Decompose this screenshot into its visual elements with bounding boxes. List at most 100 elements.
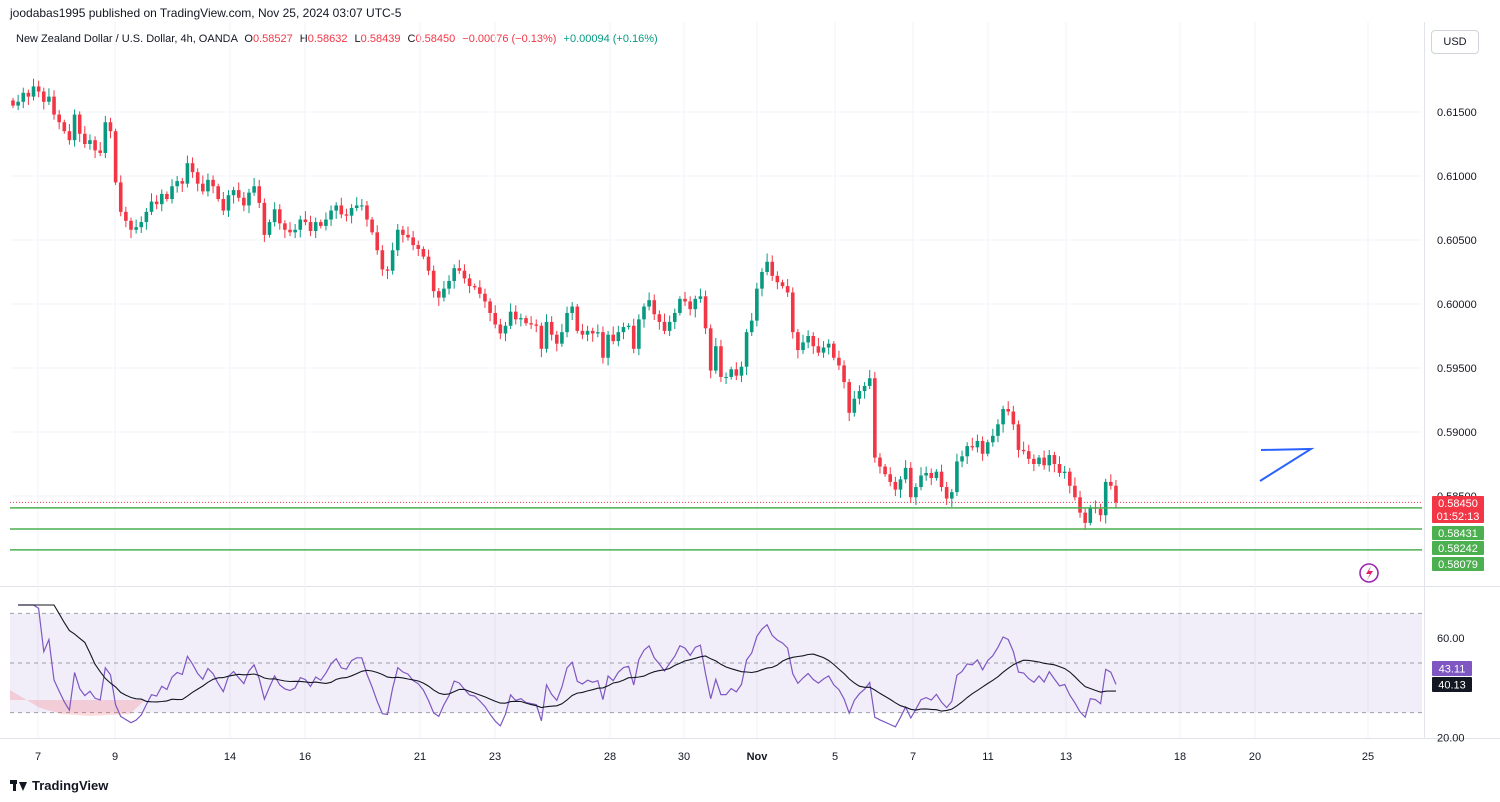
price-badge-label: 01:52:13 [1437,511,1480,523]
candle-body [385,269,390,271]
candle-body [242,197,246,206]
candle-body [380,250,385,270]
footer-brand[interactable]: TradingView [10,778,108,793]
candle-body [118,182,123,212]
candle-body [698,296,703,299]
price-tick-label: 0.60500 [1437,235,1477,247]
candle-body [195,172,200,184]
candle-body [924,472,928,476]
candle-body [544,321,549,349]
candle-body [842,365,846,383]
candle-body [360,205,364,207]
candle-body [955,461,959,493]
candle-body [790,292,795,333]
candle-body [206,179,210,192]
close-value: 0.58450 [415,33,456,45]
candle-body [637,319,641,349]
candle-body [688,301,692,310]
candle-body [960,456,964,462]
candle-body [888,474,893,482]
candle-body [857,391,862,399]
candle-body [908,467,913,498]
candle-body [334,205,338,211]
candle-body [190,163,195,173]
candle-body [344,214,349,216]
candle-body [144,211,149,223]
time-tick-label: 21 [414,751,426,763]
candle-body [308,222,313,232]
candle-body [626,325,631,328]
candle-body [1047,455,1052,466]
lightning-icon[interactable] [1359,563,1379,583]
price-badge-label: 0.58450 [1438,498,1478,510]
candle-body [1001,408,1005,425]
time-tick-label: 16 [299,751,311,763]
candle-body [488,301,492,313]
candle-body [821,347,826,353]
candle-body [755,288,759,321]
candle-body [565,312,569,333]
price-badge [1432,557,1484,571]
candle-body [47,96,51,102]
candle-body [991,435,995,443]
price-badge [1432,541,1484,555]
rsi-tick-label: 60.00 [1437,633,1465,645]
candle-body [416,245,421,249]
candle-body [329,210,333,220]
time-axis[interactable]: 7 9 14 16 21 23 28 30 Nov 5 7 11 13 18 20 25 [35,751,1374,763]
candle-body [1109,481,1113,486]
candle-body [1057,464,1062,473]
candle-body [272,209,277,223]
candle-body [401,229,405,235]
time-tick-label: 5 [832,751,838,763]
rsi-line [18,604,1117,728]
candle-body [744,332,749,367]
candle-body [498,324,503,334]
high-label: H [299,33,308,45]
candle-body [185,163,190,184]
candle-body [375,232,380,251]
candle-body [26,92,31,97]
low-label: L [354,33,361,45]
price-badge-label: 0.58079 [1438,559,1478,571]
candle-body [277,209,282,224]
candle-body [216,186,220,200]
currency-button[interactable]: USD [1431,30,1479,54]
candle-body [390,250,395,271]
candle-body [667,321,672,331]
candle-body [211,179,215,187]
candle-body [57,114,61,123]
candle-body [493,312,498,325]
candle-body [231,190,236,196]
candle-body [457,268,462,271]
candle-body [606,334,610,358]
candle-body [780,282,785,287]
time-tick-label: 20 [1249,751,1261,763]
price-axis[interactable]: 0.61500 0.61000 0.60500 0.60000 0.59500 0.590… [1437,107,1477,503]
pane-separator[interactable] [0,586,1500,587]
candle-body [1103,481,1108,516]
candle-body [554,334,559,344]
rsi-lines [10,604,1117,728]
candle-body [519,318,523,320]
candle-body [139,222,144,228]
rsi-tick-label: 20.00 [1437,732,1465,744]
candle-body [236,190,241,198]
candle-body [462,270,467,279]
open-value: 0.58527 [252,33,293,45]
triangle-pattern[interactable] [1259,447,1315,482]
rsi-axis: 60.00 20.00 [1437,633,1465,744]
candle-body [714,346,718,371]
trend-drawing[interactable] [1259,447,1315,482]
candle-body [124,211,128,221]
price-axis-separator [1424,22,1425,738]
candle-body [406,234,410,238]
candle-body [770,261,775,276]
time-tick-label: Nov [747,751,769,763]
candle-body [395,229,400,251]
candle-body [862,385,867,392]
candle-body [1016,424,1021,450]
rsi-band [10,612,1422,714]
candle-body [914,487,918,498]
